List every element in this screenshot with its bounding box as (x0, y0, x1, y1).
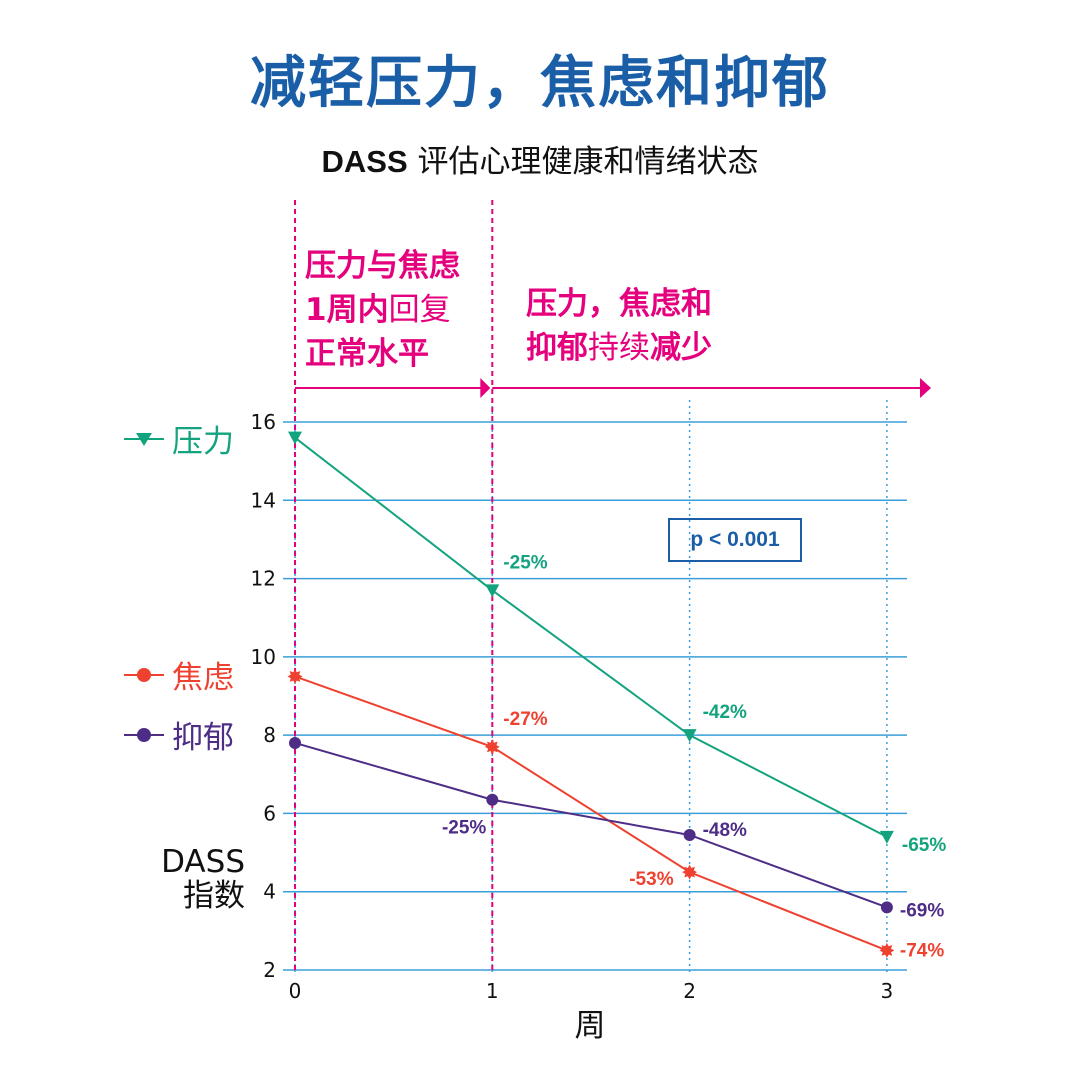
data-point (288, 431, 302, 445)
arrowhead-icon (480, 378, 491, 398)
data-point (683, 828, 696, 841)
x-tick-label: 2 (683, 979, 696, 1003)
y-tick-label: 10 (251, 645, 276, 669)
data-point (287, 668, 303, 684)
subtitle-dass: DASS (321, 144, 408, 179)
x-tick-label: 0 (289, 979, 302, 1003)
data-label: -74% (900, 940, 944, 961)
data-label: -25% (442, 818, 486, 839)
legend-anxiety: 焦虑 (124, 652, 234, 697)
y-tick-label: 14 (251, 488, 276, 512)
y-axis-label: DASS 指数 (140, 845, 245, 913)
data-point (682, 729, 697, 743)
phase1-line2-bold: 1周内 (305, 292, 389, 328)
page-title: 减轻压力，焦虑和抑郁 (250, 51, 830, 116)
star-icon (124, 667, 164, 682)
phase1-line2: 1周内回复 (305, 288, 460, 332)
legend-label: 抑郁 (172, 720, 234, 756)
phase2-line2: 抑郁持续减少 (526, 326, 712, 370)
p-value-box: p < 0.001 (668, 518, 802, 562)
y-tick-label: 4 (263, 880, 276, 904)
series-line-抑郁 (294, 742, 888, 909)
phase1-line3: 正常水平 (305, 336, 429, 372)
x-tick-label: 3 (881, 979, 894, 1003)
data-point (289, 736, 301, 749)
y-tick-label: 8 (263, 723, 276, 747)
phase2-line2-bold2: 减少 (650, 330, 712, 366)
series-line-压力 (294, 436, 888, 838)
y-axis-label-line2: 指数 (183, 878, 245, 914)
data-label: -42% (703, 702, 747, 723)
data-point (879, 942, 895, 958)
data-point (880, 901, 893, 914)
data-label: -48% (703, 820, 747, 841)
phase1-line2-thin: 回复 (388, 292, 451, 328)
y-tick-label: 12 (251, 567, 276, 591)
x-axis-label: 周 (574, 1008, 606, 1044)
y-tick-label: 16 (251, 410, 276, 434)
subtitle: DASS 评估心理健康和情绪状态 (0, 136, 1080, 181)
data-label: -65% (902, 835, 946, 856)
phase2-annotation: 压力，焦虑和 抑郁持续减少 (526, 282, 712, 370)
phase1-annotation: 压力与焦虑 1周内回复 正常水平 (305, 244, 460, 376)
legend-stress: 压力 (124, 416, 234, 461)
data-point (486, 793, 499, 806)
legend-label: 压力 (172, 424, 234, 460)
x-tick-label: 1 (486, 979, 499, 1003)
data-label: -25% (503, 552, 547, 573)
series-line-焦虑 (294, 675, 888, 952)
legend-label: 焦虑 (172, 660, 234, 696)
data-label: -53% (629, 869, 673, 890)
triangle-down-icon (124, 432, 164, 446)
y-tick-label: 2 (263, 958, 276, 982)
data-point (485, 584, 500, 598)
data-point (484, 739, 500, 755)
data-point (682, 864, 698, 880)
y-axis-label-line1: DASS (161, 844, 245, 880)
legend-depression: 抑郁 (124, 712, 234, 757)
phase1-line1: 压力与焦虑 (305, 248, 460, 284)
phase2-line1: 压力，焦虑和 (526, 286, 712, 322)
data-label: -27% (503, 709, 547, 730)
subtitle-text: 评估心理健康和情绪状态 (407, 144, 759, 180)
arrowhead-icon (920, 378, 931, 398)
circle-icon (124, 727, 164, 742)
data-label: -69% (900, 900, 944, 921)
y-tick-label: 6 (263, 801, 276, 825)
phase2-line2-thin: 持续 (588, 330, 650, 366)
phase2-line2-bold: 抑郁 (526, 330, 588, 366)
data-point (879, 830, 894, 844)
